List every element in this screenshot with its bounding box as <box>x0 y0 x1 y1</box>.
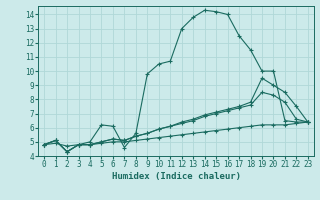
X-axis label: Humidex (Indice chaleur): Humidex (Indice chaleur) <box>111 172 241 181</box>
